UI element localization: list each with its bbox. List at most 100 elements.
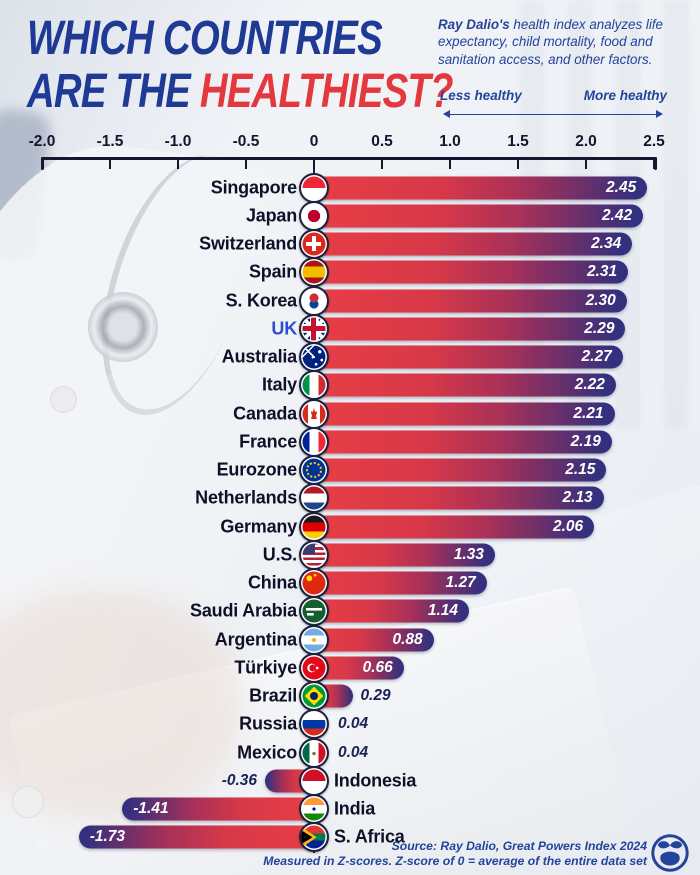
chart-row-argentina: Argentina 0.88 (0, 624, 700, 655)
title-line-2-highlight: HEALTHIEST? (199, 65, 454, 118)
axis-tick-mark (108, 159, 112, 169)
chart-description: Ray Dalio's health index analyzes life e… (438, 16, 676, 68)
bar-italy (314, 373, 616, 397)
axis-end-cap-right (654, 157, 657, 170)
title-line-1: WHICH COUNTRIES (27, 12, 383, 65)
value-label: 2.22 (574, 376, 605, 394)
country-label: Singapore (210, 177, 297, 197)
axis-tick-label: 0 (309, 133, 319, 150)
value-label: -0.36 (221, 771, 258, 789)
page-title: WHICH COUNTRIES ARE THE HEALTHIEST? (27, 12, 453, 118)
bar-spain (314, 260, 629, 284)
chart-row-eurozone: Eurozone 2.15 (0, 455, 700, 485)
country-label: Brazil (249, 685, 297, 706)
chart-row-germany: Germany 2.06 (0, 511, 700, 542)
bar-u-s (314, 543, 495, 567)
bar-japan (314, 204, 644, 228)
chart-row-japan: Japan 2.42 (0, 200, 700, 231)
chart-row-indonesia: Indonesia -0.36 (0, 765, 700, 796)
axis-tick-label: 0.5 (371, 133, 393, 150)
india-flag-icon (299, 794, 329, 824)
source-line-1: Source: Ray Dalio, Great Powers Index 20… (391, 839, 647, 853)
value-label: 2.27 (581, 348, 612, 365)
country-label: Germany (220, 516, 297, 536)
title-line-2: ARE THE HEALTHIEST? (27, 65, 453, 118)
value-label: 2.13 (562, 489, 593, 507)
safrica-flag-icon (299, 822, 329, 853)
country-label: Spain (248, 261, 297, 282)
country-label: India (334, 798, 376, 819)
chart-row-u-s: U.S. 1.33 (0, 539, 700, 570)
axis-tick-label: 1.0 (439, 133, 461, 150)
chart-row-spain: Spain 2.31 (0, 257, 700, 288)
country-label: Indonesia (334, 770, 417, 791)
country-label: Saudi Arabia (190, 600, 297, 621)
country-label: Australia (221, 346, 297, 367)
value-label: 1.33 (453, 545, 484, 563)
country-label: S. Korea (225, 290, 298, 310)
singapore-flag-icon (299, 172, 329, 203)
uk-flag-icon (299, 313, 329, 344)
value-label: -1.41 (133, 800, 169, 817)
bar-india (122, 797, 314, 821)
bar-singapore (314, 176, 648, 199)
value-label: 1.14 (427, 602, 459, 620)
voronoi-logo (650, 833, 690, 873)
axis-line (41, 157, 657, 160)
value-label: 2.15 (565, 461, 596, 478)
bar-s-korea (314, 289, 627, 312)
bar-s-africa (78, 825, 314, 849)
axis-tick-mark (380, 159, 384, 169)
bar-uk (314, 317, 626, 341)
chart-row-france: France 2.19 (0, 426, 700, 457)
value-label: 2.31 (586, 263, 618, 281)
value-label: 0.29 (360, 687, 391, 704)
chart-row-saudi-arabia: Saudi Arabia 1.14 (0, 596, 700, 627)
skorea-flag-icon (299, 285, 329, 316)
value-label: 2.21 (573, 404, 604, 422)
axis-tick-mark (516, 159, 520, 169)
brazil-flag-icon (299, 681, 329, 711)
source-line-2: Measured in Z-scores. Z-score of 0 = ave… (263, 853, 647, 868)
value-label: 0.04 (338, 743, 369, 761)
value-label: 2.45 (606, 178, 637, 196)
country-label: UK (271, 318, 297, 339)
value-label: 2.30 (585, 291, 616, 309)
country-label: Netherlands (195, 487, 297, 508)
value-label: 2.42 (601, 206, 633, 224)
coat-button-shape-2 (12, 786, 44, 818)
axis-tick-mark (176, 159, 180, 169)
japan-flag-icon (299, 200, 329, 231)
mexico-flag-icon (299, 737, 329, 768)
axis-tick-mark (312, 159, 316, 169)
hand-shape (0, 590, 240, 820)
bar-china (314, 571, 487, 595)
chart-row-netherlands: Netherlands 2.13 (0, 483, 700, 514)
axis-tick-label: -1.5 (96, 133, 124, 150)
axis-end-cap-left (41, 157, 44, 170)
country-label: Russia (239, 713, 297, 734)
country-label: France (239, 431, 297, 452)
china-flag-icon (299, 568, 329, 598)
axis-tick-label: -2.0 (28, 133, 56, 150)
country-label: U.S. (262, 544, 297, 565)
axis-tick-mark (584, 159, 588, 169)
title-line-2-prefix: ARE THE (27, 65, 200, 118)
argentina-flag-icon (299, 624, 329, 655)
value-label: 2.19 (570, 432, 601, 450)
country-label: Japan (245, 205, 297, 226)
bar-germany (314, 515, 595, 538)
russia-flag-icon (299, 709, 329, 740)
country-label: Türkiye (234, 657, 297, 678)
value-label: 0.88 (392, 630, 423, 648)
chart-row-singapore: Singapore 2.45 (0, 172, 700, 203)
bar-australia (314, 345, 623, 369)
chart-row-mexico: Mexico 0.04 (0, 737, 700, 768)
country-label: Italy (261, 374, 297, 395)
axis-tick-label: -0.5 (232, 133, 260, 150)
chart-row-canada: Canada 2.21 (0, 398, 700, 429)
country-label: Switzerland (199, 233, 297, 254)
